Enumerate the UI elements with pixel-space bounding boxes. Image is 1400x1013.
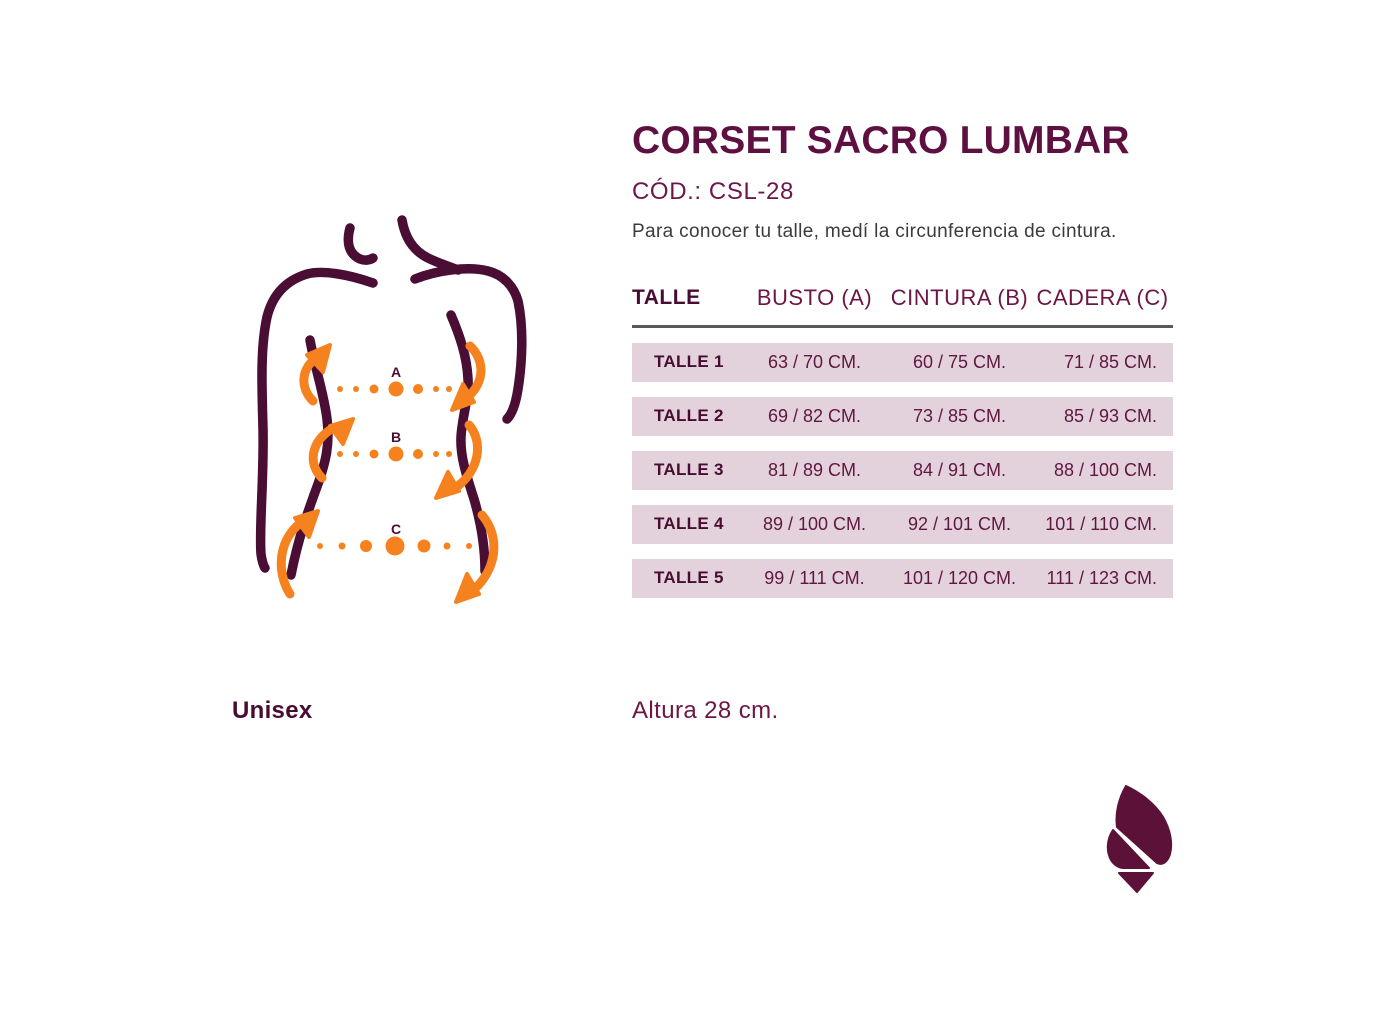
column-header-cadera: CADERA (C) [1036,284,1169,310]
neck-right-line [397,215,463,275]
cadera-value: 111 / 123 CM. [1046,567,1157,588]
neck-left-line [343,223,378,265]
cadera-value: 88 / 100 CM. [1053,459,1157,480]
leaf-flame-icon [1106,785,1173,893]
arrowhead-right-c [454,572,481,604]
arrow-right-b [449,420,483,494]
busto-value: 81 / 89 CM. [767,459,862,480]
arrow-left-b [308,423,338,483]
point-label-a: A [391,364,401,380]
torso-side-right-line [446,310,490,576]
column-header-cintura: CINTURA (B) [890,284,1029,310]
table-row: TALLE 2 69 / 82 CM. 73 / 85 CM. 85 / 93 … [632,396,1173,436]
shoulder-arm-left-line [255,267,378,573]
busto-value: 99 / 111 CM. [764,567,865,588]
logo-halfmoon [1106,829,1150,869]
size-label: TALLE 1 [654,352,724,372]
size-label: TALLE 5 [654,568,724,588]
cadera-value: 101 / 110 CM. [1045,513,1157,534]
cintura-value: 73 / 85 CM. [912,405,1007,426]
arrowhead-left-a [305,343,332,374]
page-title: CORSET SACRO LUMBAR [632,119,1130,162]
size-table-header: TALLE BUSTO (A) CINTURA (B) CADERA (C) [632,285,1173,311]
busto-value: 89 / 100 CM. [762,513,867,534]
header-divider [632,324,1173,328]
table-row: TALLE 3 81 / 89 CM. 84 / 91 CM. 88 / 100… [632,450,1173,490]
torso-measurement-diagram: A B C [233,198,555,642]
cintura-value: 60 / 75 CM. [912,351,1007,372]
cadera-value: 85 / 93 CM. [1063,405,1157,426]
brand-leaf-logo [1106,781,1178,896]
table-row: TALLE 5 99 / 111 CM. 101 / 120 CM. 111 /… [632,558,1173,598]
arrowhead-left-c [293,509,320,539]
column-header-talle: TALLE [632,285,701,309]
cintura-value: 92 / 101 CM. [907,513,1012,534]
column-header-busto: BUSTO (A) [756,284,873,310]
logo-triangle [1118,872,1154,893]
size-table: TALLE BUSTO (A) CINTURA (B) CADERA (C) T… [632,285,1173,598]
measure-line-c [317,536,472,556]
logo-petal [1115,785,1173,865]
measure-line-a [337,381,452,397]
busto-value: 63 / 70 CM. [767,351,862,372]
arrow-right-c [464,510,499,599]
size-label: TALLE 3 [654,460,724,480]
torso-illustration-icon: A B C [255,215,527,604]
cintura-value: 101 / 120 CM. [902,567,1017,588]
point-label-b: B [391,429,401,445]
height-note: Altura 28 cm. [632,697,779,724]
size-label: TALLE 2 [654,406,724,426]
cintura-value: 84 / 91 CM. [912,459,1007,480]
shoulder-arm-right-line [410,264,527,424]
table-row: TALLE 4 89 / 100 CM. 92 / 101 CM. 101 / … [632,504,1173,544]
fit-label: Unisex [232,697,313,724]
point-label-c: C [391,521,401,537]
arrowhead-right-b [434,470,461,500]
size-label: TALLE 4 [654,514,724,534]
arrowhead-right-a [450,382,476,412]
measure-line-b [337,446,452,462]
arrowhead-left-b [328,417,355,446]
table-row: TALLE 1 63 / 70 CM. 60 / 75 CM. 71 / 85 … [632,342,1173,382]
cadera-value: 71 / 85 CM. [1063,351,1157,372]
product-code: CÓD.: CSL-28 [632,177,794,205]
busto-value: 69 / 82 CM. [767,405,862,426]
measuring-instruction: Para conocer tu talle, medí la circunfer… [632,220,1117,242]
product-info-panel: CORSET SACRO LUMBAR CÓD.: CSL-28 Para co… [632,119,1173,598]
